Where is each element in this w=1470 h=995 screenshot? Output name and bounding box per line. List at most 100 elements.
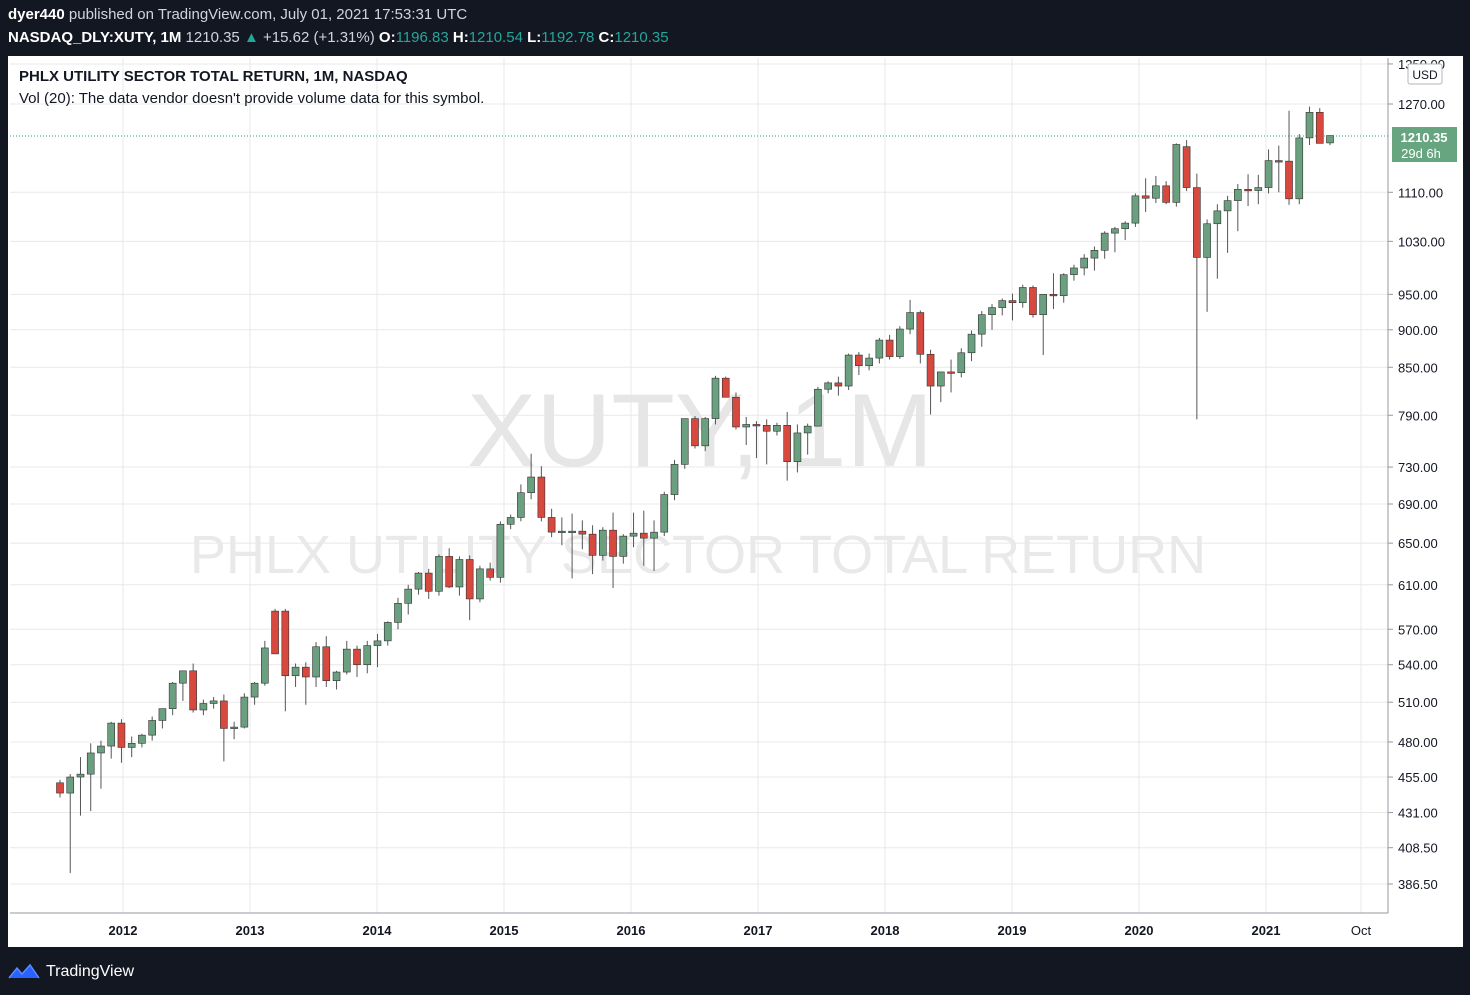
candle[interactable] [261, 640, 269, 686]
candle[interactable] [189, 663, 197, 713]
candle[interactable] [527, 453, 535, 500]
candle[interactable] [670, 459, 679, 501]
candle[interactable] [803, 423, 812, 455]
candle[interactable] [465, 555, 474, 621]
candle[interactable] [342, 640, 351, 675]
tradingview-footer[interactable]: TradingView [8, 960, 134, 984]
candle[interactable] [547, 508, 556, 538]
candle[interactable] [168, 681, 177, 716]
candle[interactable] [86, 743, 95, 812]
candle[interactable] [639, 510, 648, 566]
candle[interactable] [1305, 106, 1314, 146]
candle[interactable] [220, 694, 228, 762]
candle[interactable] [896, 326, 904, 359]
candle[interactable] [414, 572, 423, 595]
candle[interactable] [1121, 221, 1129, 241]
candle[interactable] [578, 520, 587, 550]
candle[interactable] [363, 640, 372, 674]
candle[interactable] [506, 514, 515, 530]
candle[interactable] [332, 670, 341, 690]
candle[interactable] [947, 359, 955, 393]
candle[interactable] [271, 608, 279, 655]
candle[interactable] [701, 416, 710, 452]
candle[interactable] [455, 556, 464, 596]
candle[interactable] [373, 633, 382, 668]
candle[interactable] [486, 562, 494, 581]
candle[interactable] [97, 740, 105, 789]
candle[interactable] [117, 719, 126, 763]
candle[interactable] [127, 736, 136, 758]
candle[interactable] [383, 621, 392, 646]
candle[interactable] [353, 645, 361, 677]
candle[interactable] [1070, 264, 1078, 281]
candle[interactable] [1008, 293, 1017, 321]
candle[interactable] [844, 353, 853, 391]
candle[interactable] [1141, 178, 1150, 213]
candle[interactable] [281, 608, 290, 712]
candle[interactable] [814, 386, 822, 427]
candle[interactable] [865, 353, 873, 371]
candle[interactable] [926, 349, 935, 415]
candle[interactable] [199, 699, 208, 716]
candle[interactable] [230, 721, 238, 740]
candle[interactable] [834, 376, 843, 396]
candle[interactable] [1326, 135, 1334, 146]
candle[interactable] [680, 418, 689, 469]
candle[interactable] [773, 422, 781, 436]
candle[interactable] [76, 757, 85, 816]
candle[interactable] [1274, 145, 1283, 193]
candle[interactable] [1152, 175, 1160, 204]
candle[interactable] [1018, 284, 1027, 308]
candle[interactable] [588, 525, 597, 575]
currency-badge[interactable] [1407, 63, 1443, 85]
candle[interactable] [1080, 254, 1088, 276]
candle[interactable] [1285, 110, 1293, 205]
candle[interactable] [977, 311, 986, 347]
candle[interactable] [875, 337, 884, 364]
candle[interactable] [1223, 195, 1232, 253]
candle[interactable] [1029, 285, 1037, 318]
candle[interactable] [404, 584, 413, 615]
candle[interactable] [937, 371, 945, 403]
candle[interactable] [885, 334, 894, 360]
candle[interactable] [568, 513, 576, 579]
candle[interactable] [424, 568, 433, 599]
candle[interactable] [240, 693, 249, 729]
candle[interactable] [1111, 226, 1119, 253]
candle[interactable] [1172, 143, 1181, 207]
candle[interactable] [1131, 193, 1140, 227]
candle[interactable] [619, 534, 628, 564]
candle[interactable] [742, 416, 751, 445]
candle[interactable] [1244, 174, 1252, 207]
candle[interactable] [496, 521, 505, 583]
candle[interactable] [179, 670, 187, 701]
candle[interactable] [998, 298, 1007, 316]
candle[interactable] [650, 520, 658, 571]
candle[interactable] [988, 304, 996, 330]
candle[interactable] [66, 774, 75, 874]
candle[interactable] [762, 419, 771, 465]
candle[interactable] [302, 662, 310, 705]
candle[interactable] [1264, 149, 1273, 194]
candle[interactable] [250, 681, 259, 705]
candle[interactable] [312, 642, 320, 687]
candle[interactable] [158, 708, 167, 729]
candle[interactable] [629, 512, 638, 548]
candle[interactable] [517, 484, 525, 522]
candle[interactable] [957, 348, 966, 378]
candle[interactable] [1234, 184, 1242, 232]
candle[interactable] [609, 512, 617, 589]
author-name[interactable]: dyer440 [8, 6, 65, 23]
price-axis[interactable]: 386.50 408.50 431.00 455.00 480.00 510.00 540.… [1388, 57, 1445, 892]
candle[interactable] [107, 721, 116, 759]
candle[interactable] [291, 663, 300, 687]
time-axis[interactable]: 2012 2013 2014 2015 2016 2017 2018 2019 2020 2021… [109, 923, 1372, 938]
candle[interactable] [783, 411, 791, 481]
candle[interactable] [394, 597, 402, 630]
candle[interactable] [1059, 273, 1068, 303]
candle[interactable] [721, 376, 730, 398]
candle[interactable] [660, 491, 669, 537]
candle[interactable] [1193, 173, 1201, 420]
candle[interactable] [1049, 273, 1058, 310]
